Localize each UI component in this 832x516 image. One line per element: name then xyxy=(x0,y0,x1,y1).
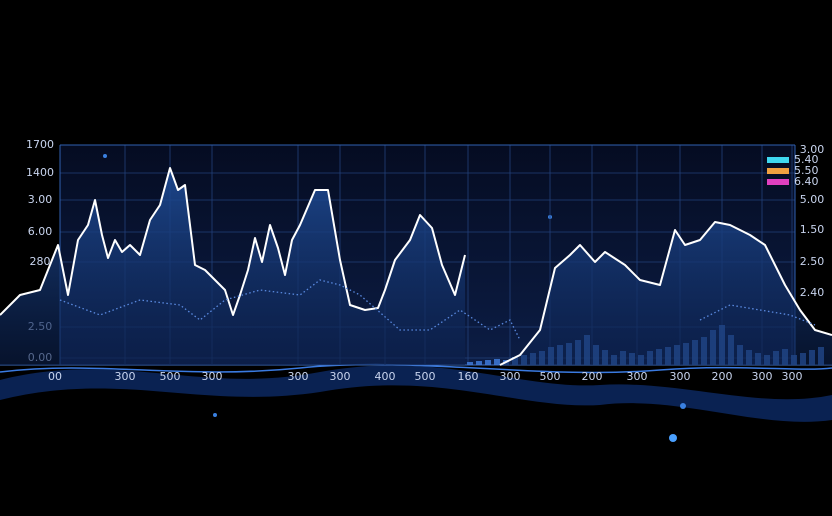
bar xyxy=(467,362,473,365)
y2-tick-label: 2.50 xyxy=(800,255,825,268)
x-tick-label: 200 xyxy=(712,370,733,383)
y2-tick-label: 5.00 xyxy=(800,193,825,206)
dotted-line xyxy=(59,279,816,341)
y-tick-label: 3.00 xyxy=(28,193,53,206)
bar xyxy=(476,361,482,365)
x-tick-label: 200 xyxy=(582,370,603,383)
x-tick-label: 300 xyxy=(670,370,691,383)
decor-dot xyxy=(103,154,107,158)
line xyxy=(0,167,832,366)
y-tick-label: 280 xyxy=(30,255,51,268)
legend-label: 5.50 xyxy=(794,164,819,177)
y2-tick-label: 2.40 xyxy=(800,286,825,299)
x-tick-label: 300 xyxy=(330,370,351,383)
x-tick-label: 300 xyxy=(782,370,803,383)
x-tick-label: 300 xyxy=(500,370,521,383)
x-tick-label: 500 xyxy=(415,370,436,383)
y-tick-label: 6.00 xyxy=(28,225,53,238)
decor-dot xyxy=(669,434,677,442)
area xyxy=(0,168,832,365)
y2-tick-label: 1.50 xyxy=(800,223,825,236)
x-tick-label: 00 xyxy=(48,370,62,383)
decor-wave xyxy=(0,365,832,422)
y2-tick-label: 3.00 xyxy=(800,143,825,156)
y-tick-label: 1400 xyxy=(26,166,54,179)
x-tick-label: 300 xyxy=(627,370,648,383)
bar xyxy=(485,360,491,365)
legend-swatch xyxy=(767,157,789,163)
legend-swatch xyxy=(767,168,789,174)
bar xyxy=(494,359,500,365)
x-tick-label: 300 xyxy=(752,370,773,383)
x-tick-label: 300 xyxy=(115,370,136,383)
decor-dot xyxy=(213,413,217,417)
legend-label: 5.40 xyxy=(794,153,819,166)
x-tick-label: 500 xyxy=(540,370,561,383)
x-tick-label: 300 xyxy=(288,370,309,383)
x-tick-label: 160 xyxy=(458,370,479,383)
decor-wave-line xyxy=(0,363,832,374)
decor-dot xyxy=(680,403,686,409)
y-tick-label: 1700 xyxy=(26,138,54,151)
legend-label: 6.40 xyxy=(794,175,819,188)
x-tick-label: 500 xyxy=(160,370,181,383)
x-tick-label: 300 xyxy=(202,370,223,383)
legend-swatch xyxy=(767,179,789,185)
x-tick-label: 400 xyxy=(375,370,396,383)
